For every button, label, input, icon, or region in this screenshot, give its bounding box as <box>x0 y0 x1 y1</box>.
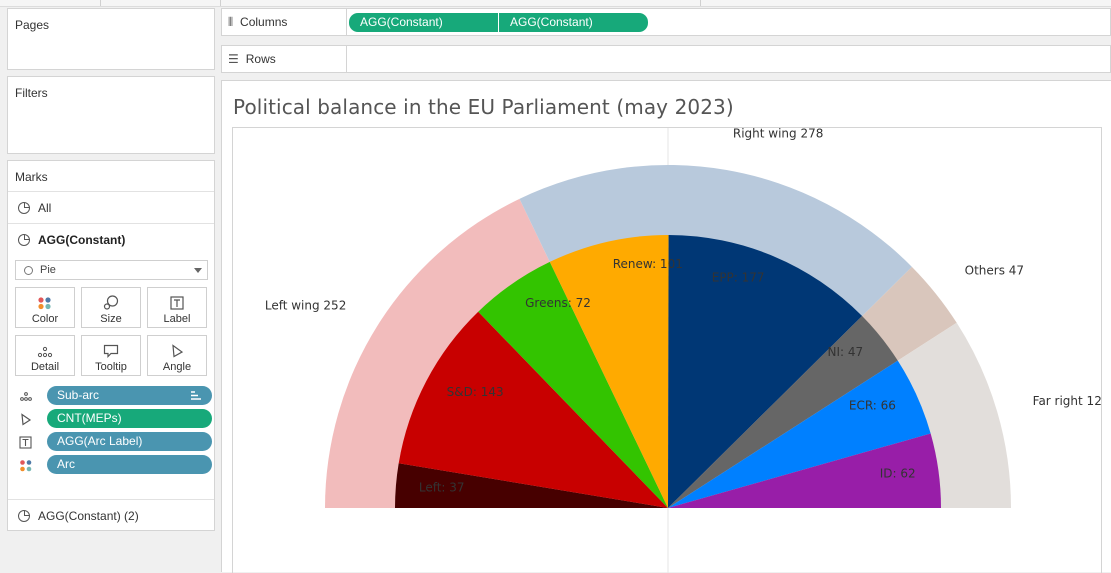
text-label-icon <box>19 436 32 449</box>
worksheet-view: Political balance in the EU Parliament (… <box>221 80 1111 573</box>
inner-slice-renew-101[interactable] <box>549 235 669 508</box>
inner-label-greens-72: Greens: 72 <box>525 296 591 310</box>
inner-slice-id-62[interactable] <box>668 433 941 508</box>
marks-title: Marks <box>15 170 48 184</box>
rows-icon: ☰ <box>228 52 239 66</box>
pages-title: Pages <box>15 18 50 32</box>
columns-icon: ⫴ <box>228 14 234 29</box>
pill-label: AGG(Arc Label) <box>57 434 143 448</box>
inner-label-ni-47: NI: 47 <box>828 345 864 359</box>
columns-shelf[interactable]: ⫴ Columns AGG(Constant) AGG(Constant) <box>221 8 1111 36</box>
outer-label-left-wing-252: Left wing 252 <box>265 299 346 313</box>
marks-row-label: All <box>38 200 52 215</box>
mark-type-dropdown[interactable]: Pie <box>15 260 208 280</box>
text-label-icon <box>170 296 184 310</box>
inner-slice-ni-47[interactable] <box>668 316 898 508</box>
color-label: Color <box>31 313 59 325</box>
pill-label: AGG(Constant) <box>510 15 593 29</box>
arc-pill[interactable]: Arc <box>47 455 212 474</box>
inner-slice-ecr-66[interactable] <box>668 360 931 508</box>
pie-chart-icon <box>18 201 30 214</box>
pill-label: Sub-arc <box>57 388 100 402</box>
inner-label-s-d-143: S&D: 143 <box>447 385 504 399</box>
filters-card[interactable]: Filters <box>7 76 215 154</box>
sort-icon <box>191 391 201 400</box>
inner-label-id-62: ID: 62 <box>880 467 916 481</box>
column-pill-1[interactable]: AGG(Constant) <box>349 13 498 32</box>
detail-label: Detail <box>30 361 60 373</box>
inner-label-ecr-66: ECR: 66 <box>849 398 896 412</box>
detail-icon <box>37 346 53 358</box>
inner-label-epp-177: EPP: 177 <box>712 270 765 284</box>
mark-type-value: Pie <box>40 264 56 276</box>
detail-button[interactable]: Detail <box>15 335 75 376</box>
marks-row-label: AGG(Constant) (2) <box>38 508 139 523</box>
inner-label-left-37: Left: 37 <box>419 480 465 494</box>
outer-label-right-wing-278: Right wing 278 <box>733 128 824 141</box>
color-button[interactable]: Color <box>15 287 75 328</box>
angle-icon <box>172 344 184 358</box>
marks-row-all[interactable]: All <box>8 191 214 223</box>
arc-label-pill[interactable]: AGG(Arc Label) <box>47 432 212 451</box>
pie-chart-icon <box>24 265 33 275</box>
pages-card[interactable]: Pages <box>7 8 215 70</box>
size-icon <box>103 295 119 310</box>
label-button[interactable]: Label <box>147 287 207 328</box>
marks-row-agg-constant[interactable]: AGG(Constant) <box>8 223 214 255</box>
detail-icon <box>20 392 32 401</box>
angle-button[interactable]: Angle <box>147 335 207 376</box>
marks-row-agg-constant-2[interactable]: AGG(Constant) (2) <box>8 499 214 531</box>
marks-card: Marks All AGG(Constant) Pie Color Size L… <box>7 160 215 531</box>
pie-chart-icon <box>18 509 30 522</box>
outer-label-far-right-128: Far right 128 <box>1033 394 1101 408</box>
pill-row-cnt-meps: CNT(MEPs) <box>19 409 214 429</box>
outer-label-others-47: Others 47 <box>965 264 1024 278</box>
pill-row-sub-arc: Sub-arc <box>19 386 214 406</box>
sub-arc-pill[interactable]: Sub-arc <box>47 386 212 405</box>
color-icon <box>20 460 32 472</box>
columns-shelf-label: ⫴ Columns <box>222 9 347 35</box>
angle-icon <box>21 413 32 426</box>
cnt-meps-pill[interactable]: CNT(MEPs) <box>47 409 212 428</box>
column-pill-2[interactable]: AGG(Constant) <box>499 13 648 32</box>
label-label: Label <box>163 313 191 325</box>
columns-label: Columns <box>240 15 288 29</box>
chevron-down-icon[interactable] <box>194 268 202 273</box>
inner-slice-left-37[interactable] <box>395 463 668 508</box>
top-tab-strip <box>0 0 1111 7</box>
pie-chart-icon <box>18 233 30 246</box>
inner-slice-s-d-143[interactable] <box>398 311 668 508</box>
rows-label: Rows <box>245 52 276 66</box>
rows-shelf-label: ☰ Rows <box>222 46 347 72</box>
pill-label: Arc <box>57 457 75 471</box>
hemicycle-chart: Left: 37 S&D: 143 Greens: 72 Renew: 101 EPP:… <box>265 128 1101 573</box>
tooltip-label: Tooltip <box>95 361 127 373</box>
pill-label: CNT(MEPs) <box>57 411 122 425</box>
inner-slice-epp-177[interactable] <box>668 235 863 508</box>
sheet-title: Political balance in the EU Parliament (… <box>233 95 734 119</box>
tooltip-icon <box>103 344 119 358</box>
size-label: Size <box>100 313 122 325</box>
pill-row-arc: Arc <box>19 455 214 475</box>
filters-title: Filters <box>15 86 48 100</box>
rows-shelf[interactable]: ☰ Rows <box>221 45 1111 73</box>
size-button[interactable]: Size <box>81 287 141 328</box>
color-icon <box>38 297 51 310</box>
tooltip-button[interactable]: Tooltip <box>81 335 141 376</box>
chart-pane: Left: 37 S&D: 143 Greens: 72 Renew: 101 EPP:… <box>232 127 1102 573</box>
inner-label-renew-101: Renew: 101 <box>613 257 683 271</box>
inner-slice-greens-72[interactable] <box>478 261 668 508</box>
marks-row-label: AGG(Constant) <box>38 232 126 247</box>
pill-label: AGG(Constant) <box>360 15 443 29</box>
angle-label: Angle <box>162 361 192 373</box>
pill-row-arc-label: AGG(Arc Label) <box>19 432 214 452</box>
